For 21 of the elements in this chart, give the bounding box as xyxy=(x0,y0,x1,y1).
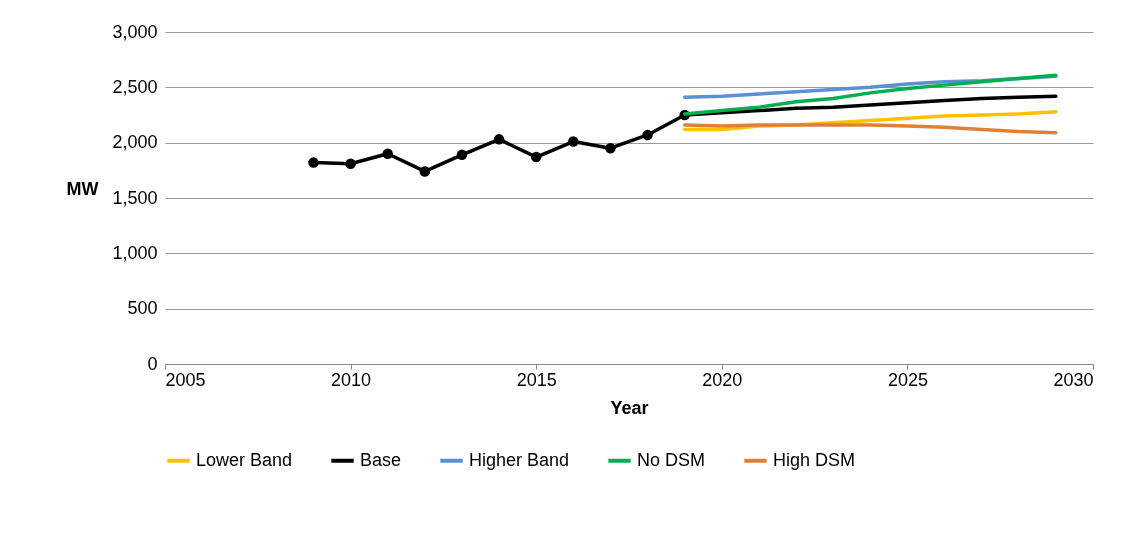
y-axis-title: MW xyxy=(66,178,99,199)
x-tick-label: 2030 xyxy=(1053,369,1094,390)
x-tick-label: 2005 xyxy=(165,369,206,390)
x-tick-label: 2015 xyxy=(516,369,557,390)
x-tick-label: 2020 xyxy=(702,369,743,390)
y-tick-label: 500 xyxy=(127,298,158,319)
y-tick-label: 2,500 xyxy=(112,76,158,97)
legend-label: High DSM xyxy=(773,449,856,470)
y-tick-label: 1,000 xyxy=(112,242,158,263)
y-tick-label: 0 xyxy=(147,353,158,374)
y-tick-label: 1,500 xyxy=(112,187,158,208)
legend-label: Lower Band xyxy=(196,449,293,470)
line-series xyxy=(682,123,1058,135)
x-axis-title: Year xyxy=(610,397,649,418)
legend-label: Higher Band xyxy=(469,449,570,470)
legend-label: Base xyxy=(360,449,402,470)
x-tick-label: 2010 xyxy=(331,369,372,390)
legend-label: No DSM xyxy=(637,449,706,470)
y-tick-label: 3,000 xyxy=(112,21,158,42)
x-tick-label: 2025 xyxy=(887,369,928,390)
y-tick-label: 2,000 xyxy=(112,132,158,153)
